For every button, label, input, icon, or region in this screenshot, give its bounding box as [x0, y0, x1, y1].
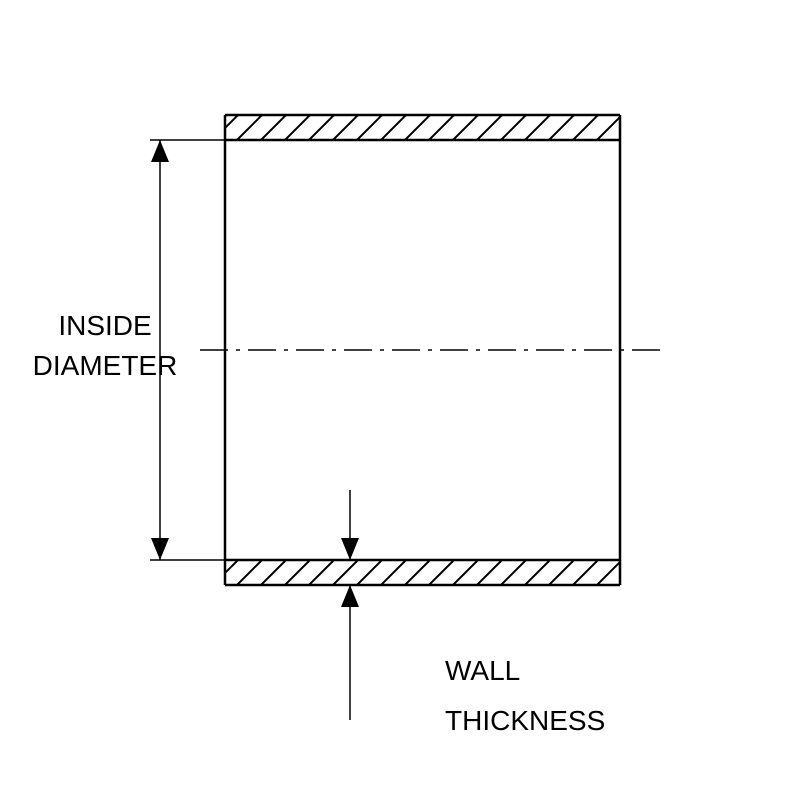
inside-diameter-label-2: DIAMETER	[33, 350, 178, 381]
tube-section-diagram: INSIDE DIAMETER WALL THICKNESS	[0, 0, 800, 800]
wall-thickness-label-1: WALL	[445, 655, 520, 686]
inside-diameter-label-1: INSIDE	[58, 310, 151, 341]
wall-thickness-label-2: THICKNESS	[445, 705, 605, 736]
